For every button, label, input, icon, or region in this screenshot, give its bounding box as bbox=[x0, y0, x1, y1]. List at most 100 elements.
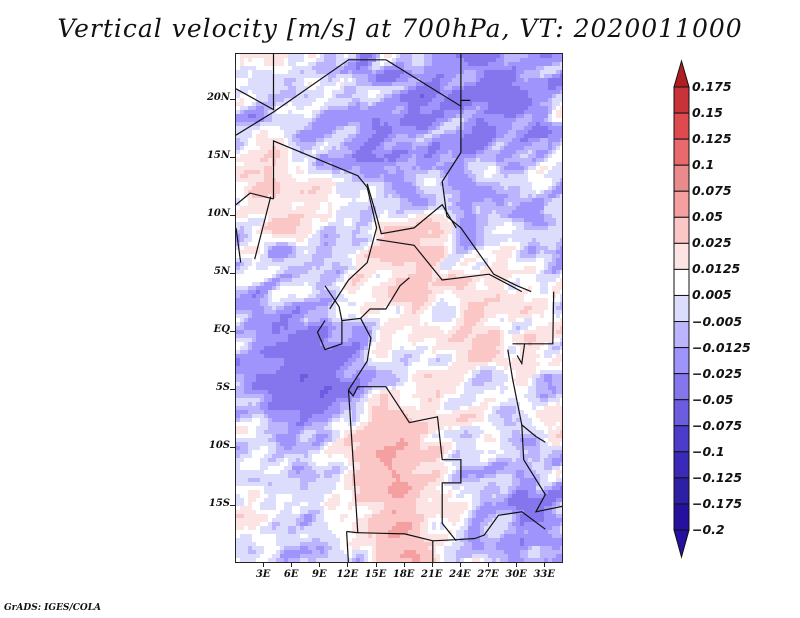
field-cell bbox=[448, 198, 452, 202]
field-cell bbox=[536, 126, 540, 130]
field-cell bbox=[236, 230, 240, 234]
field-cell bbox=[488, 194, 492, 198]
field-cell bbox=[276, 198, 280, 202]
field-cell bbox=[440, 262, 444, 266]
field-cell bbox=[452, 182, 456, 186]
field-cell bbox=[300, 146, 304, 150]
field-cell bbox=[392, 198, 396, 202]
field-cell bbox=[372, 94, 376, 98]
field-cell bbox=[528, 242, 532, 246]
field-cell bbox=[236, 106, 240, 110]
field-cell bbox=[416, 106, 420, 110]
field-cell bbox=[468, 174, 472, 178]
field-cell bbox=[340, 218, 344, 222]
field-cell bbox=[412, 114, 416, 118]
field-cell bbox=[468, 62, 472, 66]
field-cell bbox=[404, 98, 408, 102]
field-cell bbox=[500, 58, 504, 62]
field-cell bbox=[340, 70, 344, 74]
field-cell bbox=[468, 222, 472, 226]
field-cell bbox=[392, 182, 396, 186]
field-cell bbox=[496, 146, 500, 150]
field-cell bbox=[516, 78, 520, 82]
field-cell bbox=[548, 278, 552, 282]
field-cell bbox=[492, 58, 496, 62]
field-cell bbox=[548, 170, 552, 174]
field-cell bbox=[516, 282, 520, 286]
field-cell bbox=[312, 186, 316, 190]
field-cell bbox=[264, 158, 268, 162]
field-cell bbox=[520, 98, 524, 102]
field-cell bbox=[340, 210, 344, 214]
field-cell bbox=[296, 94, 300, 98]
field-cell bbox=[488, 278, 492, 282]
field-cell bbox=[420, 198, 424, 202]
field-cell bbox=[552, 122, 556, 126]
field-cell bbox=[552, 86, 556, 90]
field-cell bbox=[492, 130, 496, 134]
field-cell bbox=[280, 238, 284, 242]
field-cell bbox=[240, 122, 244, 126]
field-cell bbox=[496, 170, 500, 174]
field-cell bbox=[452, 58, 456, 62]
field-cell bbox=[552, 66, 556, 70]
field-cell bbox=[300, 290, 304, 294]
field-cell bbox=[312, 218, 316, 222]
field-cell bbox=[372, 98, 376, 102]
field-cell bbox=[440, 270, 444, 274]
field-cell bbox=[320, 126, 324, 130]
field-cell bbox=[284, 174, 288, 178]
field-cell bbox=[256, 234, 260, 238]
field-cell bbox=[496, 218, 500, 222]
field-cell bbox=[404, 214, 408, 218]
field-cell bbox=[352, 226, 356, 230]
field-cell bbox=[536, 174, 540, 178]
field-cell bbox=[252, 90, 256, 94]
field-cell bbox=[404, 78, 408, 82]
field-cell bbox=[464, 194, 468, 198]
field-cell bbox=[332, 154, 336, 158]
field-cell bbox=[420, 74, 424, 78]
field-cell bbox=[376, 150, 380, 154]
field-cell bbox=[516, 186, 520, 190]
field-cell bbox=[276, 226, 280, 230]
field-cell bbox=[268, 246, 272, 250]
field-cell bbox=[536, 82, 540, 86]
field-cell bbox=[308, 186, 312, 190]
field-cell bbox=[324, 170, 328, 174]
field-cell bbox=[260, 174, 264, 178]
field-cell bbox=[320, 138, 324, 142]
field-cell bbox=[320, 234, 324, 238]
field-cell bbox=[312, 114, 316, 118]
field-cell bbox=[332, 138, 336, 142]
field-cell bbox=[432, 158, 436, 162]
field-cell bbox=[264, 222, 268, 226]
field-cell bbox=[504, 102, 508, 106]
field-cell bbox=[476, 162, 480, 166]
field-cell bbox=[476, 210, 480, 214]
field-cell bbox=[344, 130, 348, 134]
field-cell bbox=[248, 150, 252, 154]
field-cell bbox=[376, 270, 380, 274]
field-cell bbox=[296, 282, 300, 286]
field-cell bbox=[432, 170, 436, 174]
field-cell bbox=[292, 182, 296, 186]
field-cell bbox=[348, 198, 352, 202]
field-cell bbox=[300, 278, 304, 282]
field-cell bbox=[484, 274, 488, 278]
field-cell bbox=[420, 182, 424, 186]
field-cell bbox=[556, 70, 560, 74]
field-cell bbox=[460, 182, 464, 186]
field-cell bbox=[372, 266, 376, 270]
field-cell bbox=[244, 70, 248, 74]
field-cell bbox=[516, 70, 520, 74]
field-cell bbox=[300, 126, 304, 130]
field-cell bbox=[408, 90, 412, 94]
field-cell bbox=[312, 102, 316, 106]
field-cell bbox=[396, 118, 400, 122]
field-cell bbox=[456, 254, 460, 258]
field-cell bbox=[288, 166, 292, 170]
field-cell bbox=[444, 94, 448, 98]
field-cell bbox=[516, 230, 520, 234]
field-cell bbox=[544, 186, 548, 190]
